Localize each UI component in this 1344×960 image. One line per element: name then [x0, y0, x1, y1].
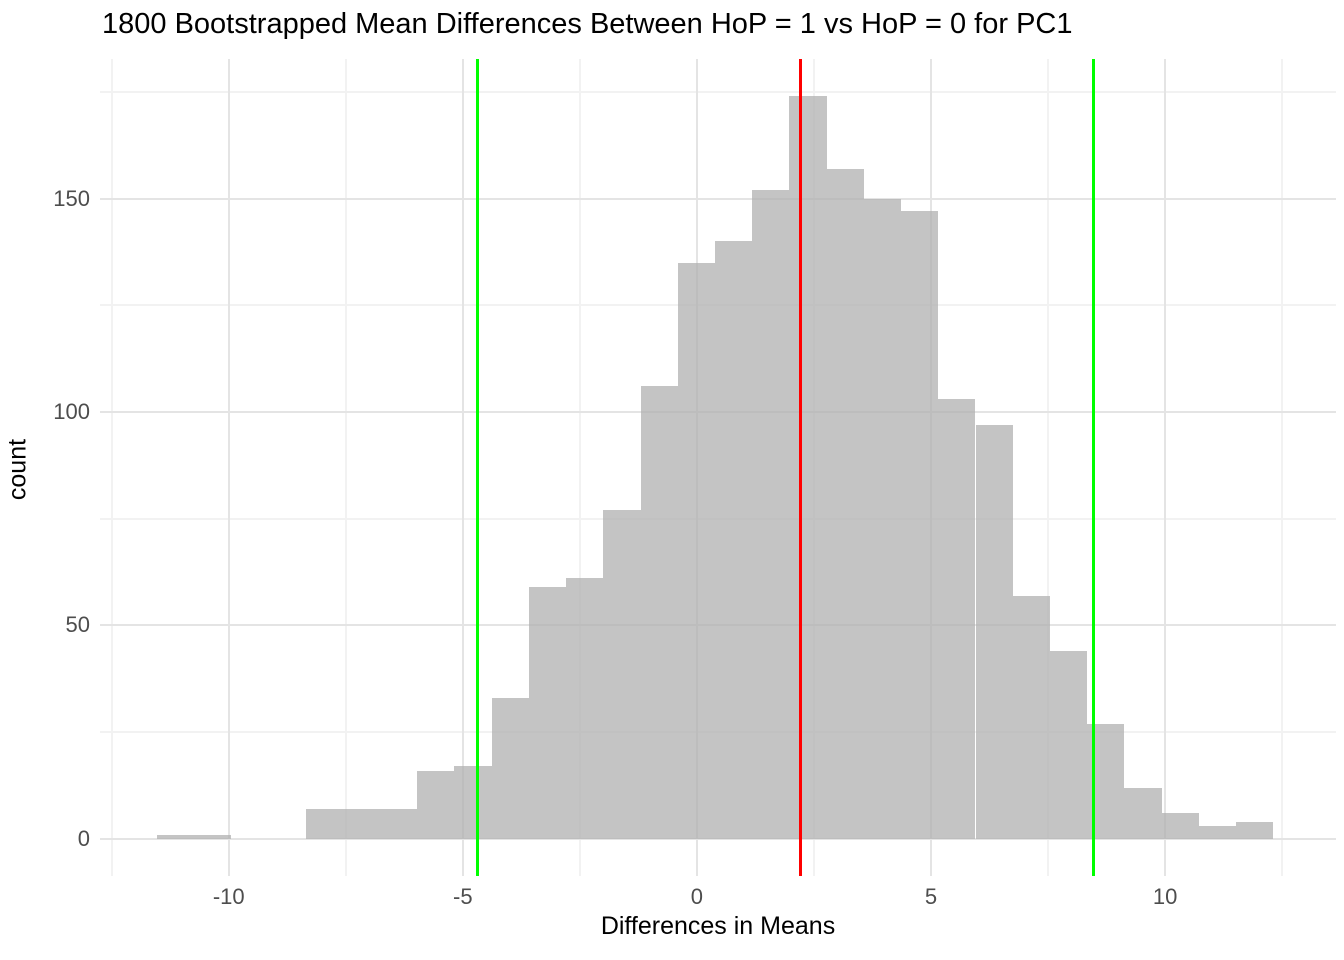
histogram-bar — [305, 808, 343, 839]
histogram-bar — [566, 578, 604, 839]
chart-title: 1800 Bootstrapped Mean Differences Betwe… — [102, 8, 1073, 40]
x-minor-gridline — [1281, 59, 1284, 876]
histogram-bar — [342, 808, 380, 839]
histogram-bar — [863, 198, 902, 839]
x-major-gridline — [1164, 59, 1167, 876]
histogram-bar — [714, 241, 753, 839]
histogram-bar — [901, 211, 939, 839]
histogram-bar — [528, 587, 567, 839]
histogram-bar — [677, 262, 715, 839]
histogram-bar — [417, 770, 455, 839]
y-tick-label: 150 — [53, 185, 90, 211]
histogram-bar — [789, 96, 827, 839]
x-minor-gridline — [110, 59, 113, 876]
y-tick-label: 100 — [53, 399, 90, 424]
x-minor-gridline — [344, 59, 347, 876]
histogram-bar — [1012, 595, 1050, 839]
x-minor-gridline — [578, 59, 581, 876]
y-major-gridline — [100, 197, 1336, 200]
x-tick-label: 10 — [1152, 884, 1178, 909]
plot-panel — [100, 59, 1336, 876]
histogram-bar — [491, 698, 529, 839]
histogram-bar — [193, 834, 232, 839]
histogram-bar — [752, 190, 790, 839]
histogram-bar — [1049, 651, 1088, 839]
mean-difference-line — [798, 59, 802, 876]
histogram-bar — [826, 168, 864, 839]
y-minor-gridline — [100, 90, 1336, 93]
histogram-bar — [454, 766, 492, 839]
histogram-bar — [1198, 826, 1237, 839]
histogram-bar — [938, 399, 976, 839]
ci-lower-line — [475, 59, 479, 876]
histogram-bar — [640, 386, 678, 839]
x-tick-label: 0 — [690, 884, 704, 909]
x-minor-gridline — [1047, 59, 1050, 876]
histogram-bar — [1124, 787, 1162, 839]
histogram-bar — [1161, 813, 1199, 839]
x-axis-title: Differences in Means — [600, 912, 836, 940]
y-tick-label: 0 — [77, 825, 90, 851]
y-tick-label: 50 — [65, 612, 90, 638]
x-tick-label: -10 — [212, 884, 245, 909]
x-tick-label: 5 — [924, 884, 938, 909]
histogram-bar — [603, 510, 641, 839]
ci-upper-line — [1092, 59, 1096, 876]
histogram-bar — [156, 834, 194, 839]
y-major-gridline — [100, 837, 1336, 840]
histogram-bar — [379, 808, 418, 839]
x-tick-label: -5 — [453, 884, 473, 909]
x-major-gridline — [461, 59, 464, 876]
histogram-bar — [1236, 821, 1274, 839]
x-major-gridline — [227, 59, 230, 876]
histogram-bar — [975, 424, 1013, 839]
